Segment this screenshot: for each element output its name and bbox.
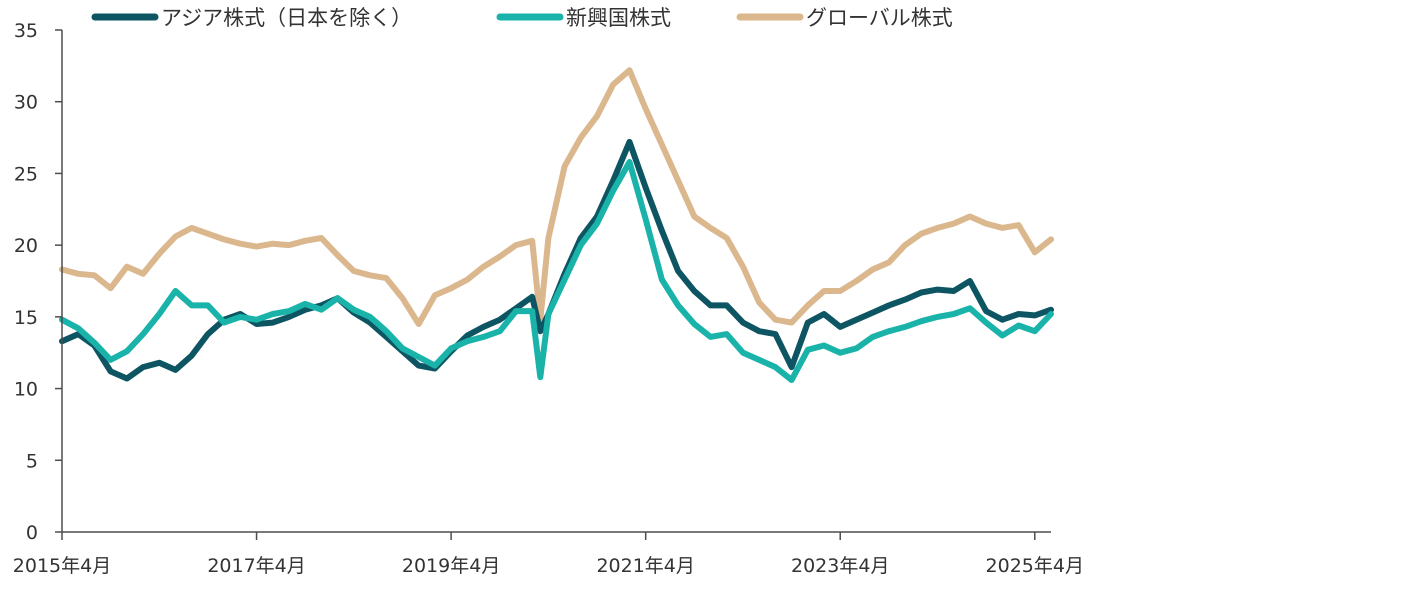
x-tick-label: 2023年4月: [791, 555, 889, 577]
y-tick-label: 25: [14, 163, 38, 185]
legend-label-2: グローバル株式: [806, 6, 953, 30]
legend-label-1: 新興国株式: [566, 6, 671, 30]
x-tick-label: 2017年4月: [207, 555, 305, 577]
y-tick-label: 20: [14, 235, 38, 257]
x-tick-label: 2019年4月: [402, 555, 500, 577]
axes: [61, 30, 1051, 533]
y-tick-label: 30: [14, 92, 38, 114]
series-line-2: [59, 67, 1054, 327]
legend-label-0: アジア株式（日本を除く）: [161, 6, 412, 30]
x-tick-label: 2015年4月: [13, 555, 111, 577]
x-tick-label: 2021年4月: [596, 555, 694, 577]
series-line-1: [59, 159, 1054, 383]
y-tick-label: 10: [14, 379, 38, 401]
y-tick-label: 15: [14, 307, 38, 329]
x-axis-ticks: 2015年4月 2017年4月 2019年4月 2021年4月 2023年4月 2025年…: [13, 532, 1084, 577]
y-tick-label: 5: [26, 450, 38, 472]
legend: アジア株式（日本を除く） 新興国株式 グローバル株式: [91, 6, 953, 30]
x-tick-label: 2025年4月: [986, 555, 1084, 577]
y-tick-label: 35: [14, 20, 38, 42]
series-lines: [59, 67, 1054, 383]
y-axis-ticks: 0 5 10 15 20 25 30 35: [14, 20, 62, 544]
series-line-0: [59, 138, 1054, 382]
y-tick-label: 0: [26, 522, 38, 544]
